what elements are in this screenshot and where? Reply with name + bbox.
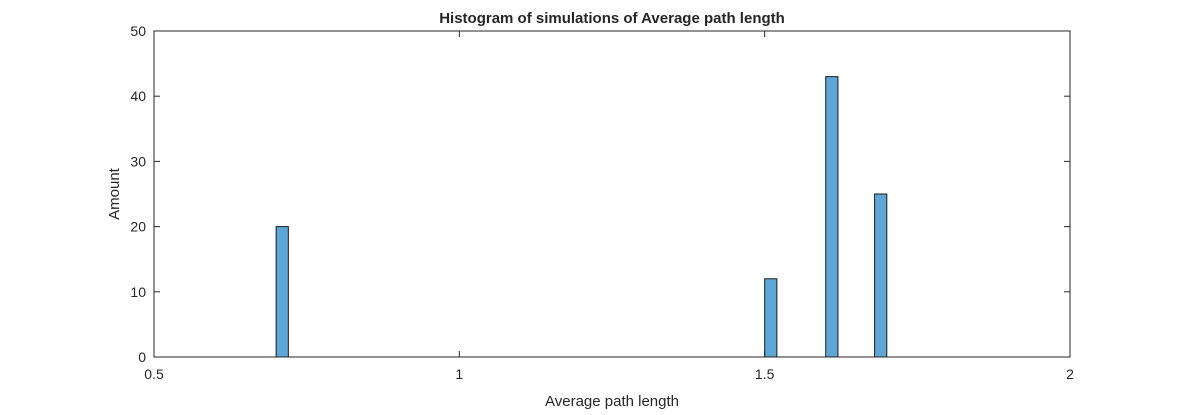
y-tick-label: 30 — [130, 153, 146, 169]
y-tick-label: 20 — [130, 219, 146, 235]
x-tick-label: 1 — [455, 366, 463, 382]
x-tick-label: 0.5 — [144, 366, 164, 382]
x-tick-label: 1.5 — [755, 366, 775, 382]
y-axis-ticks: 0 10 20 30 40 50 — [130, 23, 1070, 365]
bars-layer — [275, 76, 888, 358]
x-axis-label: Average path length — [545, 393, 679, 410]
y-tick-label: 0 — [138, 349, 146, 365]
x-tick-label: 2 — [1066, 366, 1074, 382]
histogram-bar — [275, 226, 289, 358]
chart-title: Histogram of simulations of Average path… — [439, 10, 785, 27]
x-axis-ticks: 0.5 1 1.5 2 — [144, 31, 1074, 382]
y-tick-label: 40 — [130, 88, 146, 104]
y-axis-label: Amount — [106, 167, 123, 220]
histogram-bar — [874, 193, 888, 358]
y-tick-label: 10 — [130, 284, 146, 300]
y-tick-label: 50 — [130, 23, 146, 39]
axes-box — [153, 30, 1071, 358]
histogram-bar — [825, 76, 839, 358]
histogram-bar — [764, 278, 778, 358]
